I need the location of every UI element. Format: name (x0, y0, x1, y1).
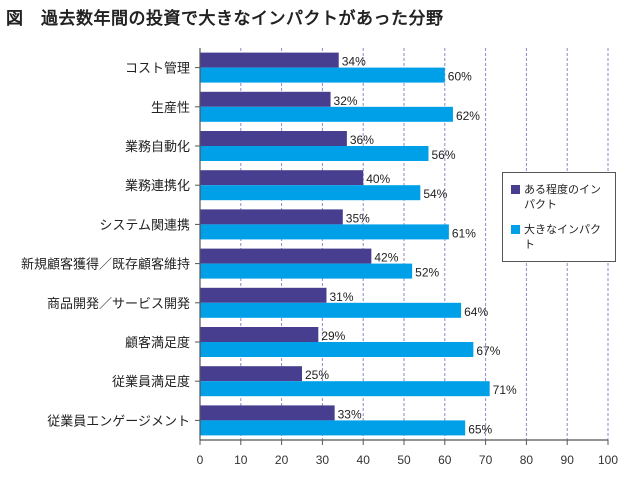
legend: ある程度のインパクト 大きなインパクト (502, 172, 616, 262)
bar-series2-0 (200, 67, 445, 83)
bar-series2-5 (200, 263, 413, 279)
bar-series1-8 (200, 366, 302, 382)
axes: 0 10 20 30 40 50 60 70 80 90 100 (195, 48, 618, 467)
bar-series2-3 (200, 185, 421, 201)
bar-series1-0 (200, 52, 339, 68)
bar-series1-4 (200, 209, 343, 225)
category-label-2: 業務自動化 (125, 139, 190, 155)
category-label-1: 生産性 (151, 100, 190, 116)
category-label-0: コスト管理 (125, 62, 190, 77)
value-label-series1-6: 31% (329, 290, 353, 304)
value-label-series2-1: 62% (456, 109, 480, 123)
labels: コスト管理 34% 60% 生産性 32% 62% 業務自動化 36% 56% 業務連携化 40% 5… (21, 55, 517, 437)
chart-title: 図 過去数年間の投資で大きなインパクトがあった分野 (6, 9, 444, 29)
legend-label-series2: 大きなインパクト (524, 223, 601, 251)
bar-series2-6 (200, 302, 462, 318)
bars (200, 52, 490, 436)
x-tick-label-60: 60 (438, 453, 452, 467)
bar-series2-4 (200, 224, 449, 240)
value-label-series2-7: 67% (476, 344, 500, 358)
x-tick-label-30: 30 (316, 453, 330, 467)
category-label-4: システム関連携 (99, 217, 190, 233)
legend-swatch-series1 (511, 185, 520, 194)
bar-series2-7 (200, 342, 474, 357)
bar-series2-2 (200, 146, 429, 161)
category-label-5: 新規顧客獲得／既存顧客維持 (21, 257, 190, 273)
x-tick-label-40: 40 (357, 453, 371, 467)
value-label-series2-0: 60% (448, 70, 472, 84)
x-tick-label-90: 90 (561, 453, 575, 467)
bar-series1-3 (200, 170, 364, 186)
category-label-6: 商品開発／サービス開発 (47, 297, 190, 312)
legend-label-series1: ある程度のインパクト (524, 183, 601, 211)
value-label-series2-9: 65% (468, 422, 492, 436)
value-label-series2-5: 52% (415, 266, 439, 280)
bar-series1-1 (200, 91, 331, 107)
value-label-series1-1: 32% (334, 94, 358, 108)
value-label-series1-5: 42% (374, 251, 398, 265)
category-label-7: 顧客満足度 (125, 335, 190, 351)
value-label-series1-4: 35% (346, 211, 370, 225)
x-tick-label-100: 100 (598, 453, 618, 467)
value-label-series1-7: 29% (321, 329, 345, 343)
value-label-series2-2: 56% (431, 148, 455, 162)
x-tick-label-20: 20 (275, 453, 289, 467)
category-label-8: 従業員満足度 (112, 374, 190, 390)
value-label-series1-3: 40% (366, 172, 390, 186)
legend-item-series2: 大きなインパクト (511, 222, 609, 252)
x-tick-label-0: 0 (197, 453, 204, 467)
value-label-series2-6: 64% (464, 305, 488, 319)
legend-item-series1: ある程度のインパクト (511, 182, 609, 212)
value-label-series2-3: 54% (423, 187, 447, 201)
value-label-series1-9: 33% (338, 407, 362, 421)
value-label-series2-4: 61% (452, 226, 476, 240)
bar-series2-1 (200, 106, 453, 122)
bar-series1-7 (200, 327, 319, 342)
bar-series1-2 (200, 131, 347, 146)
x-tick-label-80: 80 (520, 453, 534, 467)
bar-series2-8 (200, 381, 490, 397)
category-label-3: 業務連携化 (125, 178, 190, 194)
x-tick-label-10: 10 (234, 453, 248, 467)
bar-series1-6 (200, 287, 327, 303)
x-tick-label-50: 50 (397, 453, 411, 467)
value-label-series2-8: 71% (493, 383, 517, 397)
value-label-series1-2: 36% (350, 133, 374, 147)
bar-series1-5 (200, 248, 372, 264)
bar-series1-9 (200, 405, 335, 421)
x-tick-label-70: 70 (479, 453, 493, 467)
bar-series2-9 (200, 420, 466, 436)
value-label-series1-0: 34% (342, 55, 366, 69)
category-label-9: 従業員エンゲージメント (47, 413, 190, 429)
legend-swatch-series2 (511, 225, 520, 234)
value-label-series1-8: 25% (305, 368, 329, 382)
